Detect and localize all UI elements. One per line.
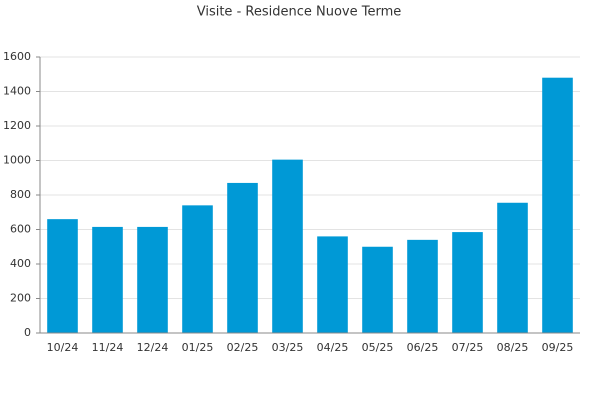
y-tick-label: 1400 bbox=[3, 85, 31, 98]
bar bbox=[92, 226, 123, 333]
y-tick-label: 1200 bbox=[3, 119, 31, 132]
chart-title: Visite - Residence Nuove Terme bbox=[197, 5, 402, 20]
x-tick-label: 11/24 bbox=[92, 341, 124, 354]
bar bbox=[137, 226, 168, 333]
x-tick-label: 05/25 bbox=[362, 341, 394, 354]
bar bbox=[497, 202, 528, 333]
y-tick-label: 1600 bbox=[3, 50, 31, 63]
y-tick-label: 600 bbox=[10, 223, 31, 236]
bar bbox=[362, 246, 393, 333]
bar bbox=[272, 159, 303, 333]
bar bbox=[542, 77, 573, 333]
x-tick-label: 02/25 bbox=[227, 341, 259, 354]
x-tick-label: 12/24 bbox=[137, 341, 169, 354]
y-tick-label: 1000 bbox=[3, 154, 31, 167]
bar bbox=[452, 232, 483, 333]
x-tick-label: 10/24 bbox=[47, 341, 79, 354]
y-tick-label: 800 bbox=[10, 188, 31, 201]
x-tick-label: 08/25 bbox=[497, 341, 529, 354]
x-tick-label: 04/25 bbox=[317, 341, 349, 354]
x-tick-label: 01/25 bbox=[182, 341, 214, 354]
bar bbox=[407, 239, 438, 333]
x-tick-label: 03/25 bbox=[272, 341, 304, 354]
y-tick-label: 400 bbox=[10, 257, 31, 270]
x-tick-label: 06/25 bbox=[407, 341, 439, 354]
y-tick-label: 0 bbox=[24, 326, 31, 339]
bar bbox=[227, 182, 258, 333]
x-tick-label: 09/25 bbox=[542, 341, 574, 354]
bar bbox=[317, 236, 348, 333]
x-tick-label: 07/25 bbox=[452, 341, 484, 354]
bar bbox=[47, 219, 78, 333]
y-tick-label: 200 bbox=[10, 292, 31, 305]
bar bbox=[182, 205, 213, 333]
